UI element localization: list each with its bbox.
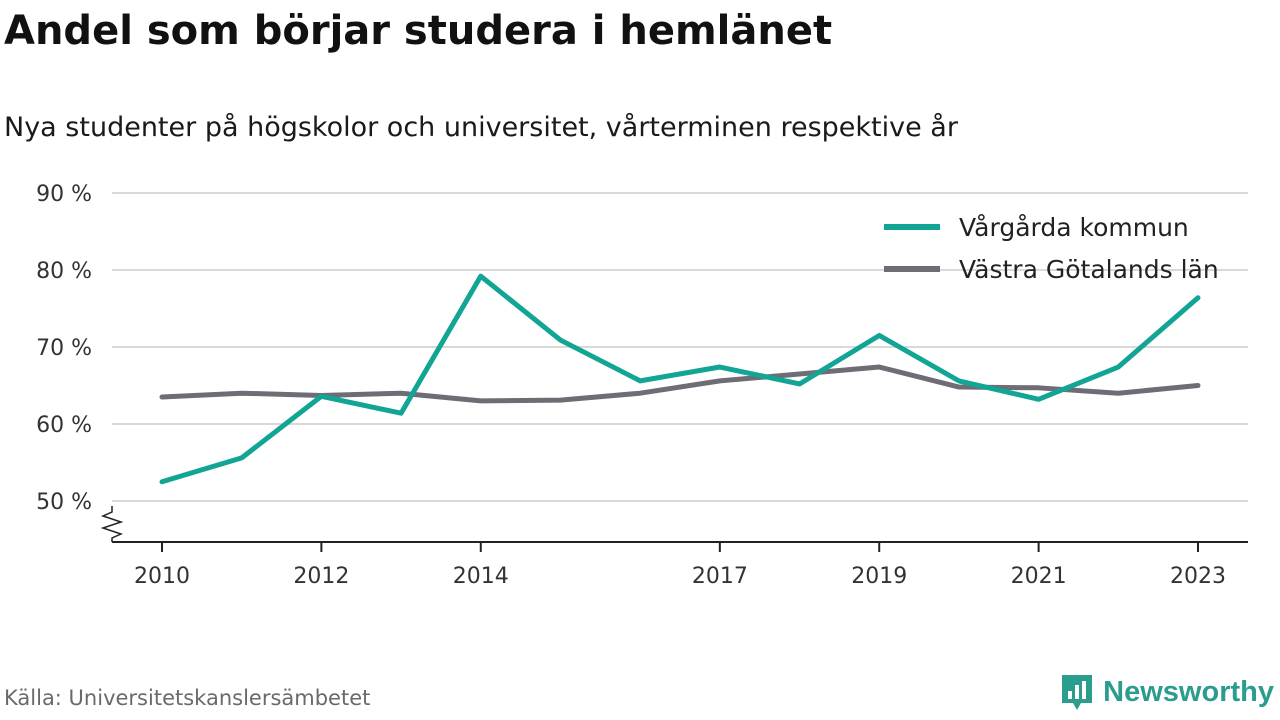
legend-label: Västra Götalands län [959, 255, 1219, 284]
legend: Vårgårda kommun Västra Götalands län [884, 213, 1219, 284]
y-tick-label: 90 % [36, 182, 92, 207]
y-tick-label: 70 % [36, 336, 92, 361]
x-tick-label: 2023 [1170, 564, 1226, 589]
x-tick-label: 2012 [293, 564, 349, 589]
source-note: Källa: Universitetskanslersämbetet [4, 686, 371, 710]
newsworthy-logo-icon [1062, 675, 1093, 710]
x-tick-label: 2014 [453, 564, 509, 589]
legend-label: Vårgårda kommun [959, 213, 1189, 242]
axes: 50 % 60 % 70 % 80 % 90 % 2010 2012 2014 2017 2019… [36, 182, 1248, 589]
axis-break-icon [100, 506, 124, 542]
x-tick-label: 2019 [851, 564, 907, 589]
x-tick-label: 2021 [1011, 564, 1067, 589]
grid-lines [112, 192, 1248, 502]
y-tick-label: 60 % [36, 413, 92, 438]
y-tick-label: 50 % [36, 490, 92, 515]
series-lines [159, 273, 1201, 485]
brand-logo: Newsworthy [1059, 672, 1274, 712]
y-tick-label: 80 % [36, 259, 92, 284]
chart-title: Andel som börjar studera i hemlänet [4, 8, 833, 54]
chart-subtitle: Nya studenter på högskolor och universit… [4, 112, 958, 143]
series-line-vastra-gotalands-lan [159, 364, 1201, 404]
brand-name: Newsworthy [1103, 675, 1274, 708]
series-line-vargarda-kommun [159, 273, 1201, 485]
x-tick-label: 2017 [692, 564, 748, 589]
x-tick-label: 2010 [134, 564, 190, 589]
